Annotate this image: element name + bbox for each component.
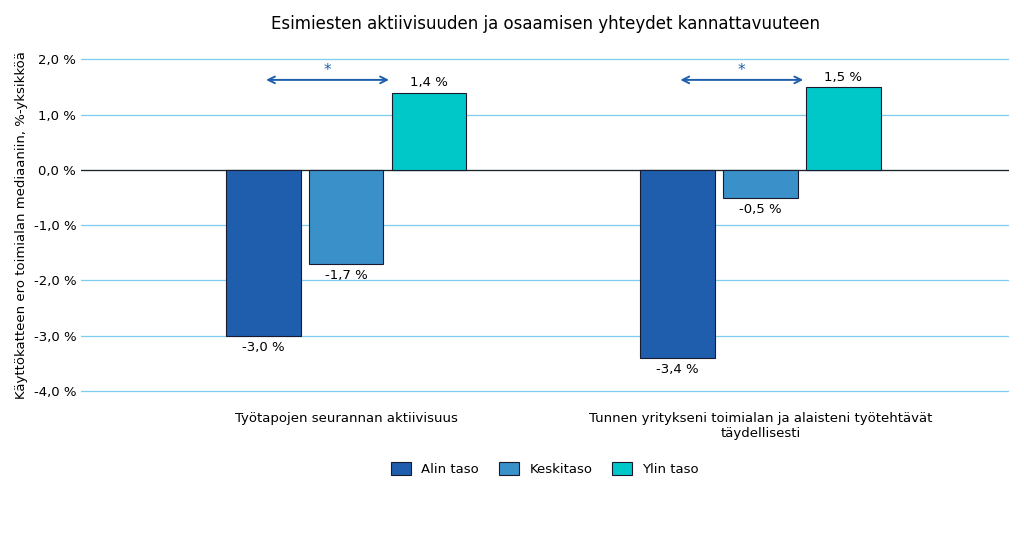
Bar <box>806 87 881 170</box>
Title: Esimiesten aktiivisuuden ja osaamisen yhteydet kannattavuuteen: Esimiesten aktiivisuuden ja osaamisen yh… <box>270 15 819 33</box>
Text: -0,5 %: -0,5 % <box>739 203 781 216</box>
Text: *: * <box>738 63 745 78</box>
Text: -3,0 %: -3,0 % <box>242 341 285 353</box>
Text: -3,4 %: -3,4 % <box>656 363 699 376</box>
Bar <box>226 170 301 336</box>
Y-axis label: Käyttökatteen ero toimialan mediaaniin, %-yksikköä: Käyttökatteen ero toimialan mediaaniin, … <box>15 51 28 399</box>
Bar <box>640 170 715 358</box>
Text: *: * <box>324 63 332 78</box>
Bar <box>723 170 798 198</box>
Bar <box>309 170 383 264</box>
Text: 1,4 %: 1,4 % <box>410 76 447 89</box>
Legend: Alin taso, Keskitaso, Ylin taso: Alin taso, Keskitaso, Ylin taso <box>386 456 705 481</box>
Bar <box>392 93 466 170</box>
Text: -1,7 %: -1,7 % <box>325 269 368 282</box>
Text: 1,5 %: 1,5 % <box>824 71 862 84</box>
